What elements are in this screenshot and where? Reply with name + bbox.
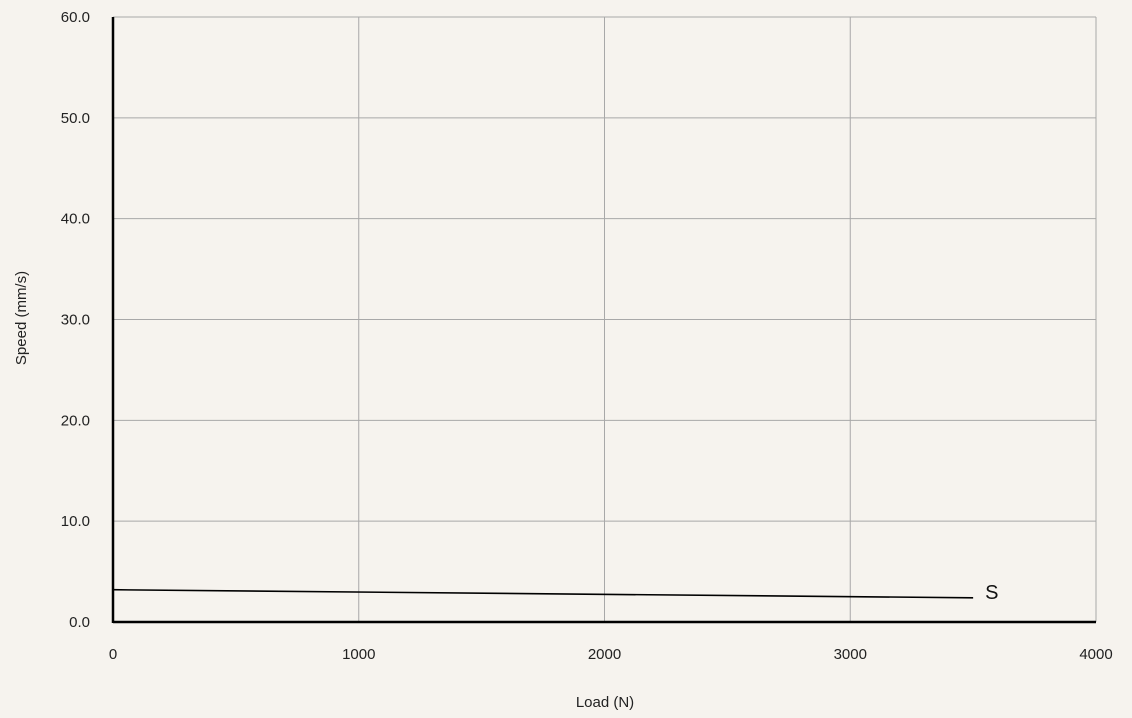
y-tick-label: 10.0 <box>61 513 90 530</box>
x-tick-label: 2000 <box>588 646 621 663</box>
x-tick-label: 0 <box>109 646 117 663</box>
x-tick-label: 1000 <box>342 646 375 663</box>
y-tick-label: 60.0 <box>61 9 90 26</box>
y-tick-label: 20.0 <box>61 412 90 429</box>
y-tick-label: 40.0 <box>61 211 90 228</box>
series-label: S <box>985 582 998 604</box>
x-tick-label: 3000 <box>834 646 867 663</box>
grid <box>113 16 1097 622</box>
y-tick-label: 0.0 <box>69 614 90 631</box>
series-line <box>112 588 974 599</box>
x-tick-label: 4000 <box>1079 646 1112 663</box>
x-axis-title: Load (N) <box>576 694 634 711</box>
y-tick-label: 30.0 <box>61 312 90 329</box>
series-lines: S <box>112 582 998 604</box>
y-axis-title: Speed (mm/s) <box>13 271 30 365</box>
y-tick-label: 50.0 <box>61 110 90 127</box>
axes <box>111 17 1096 624</box>
tick-labels: 0 1000 2000 3000 4000 0.0 10.0 20.0 30.0 40.0 50.0… <box>61 9 1113 663</box>
